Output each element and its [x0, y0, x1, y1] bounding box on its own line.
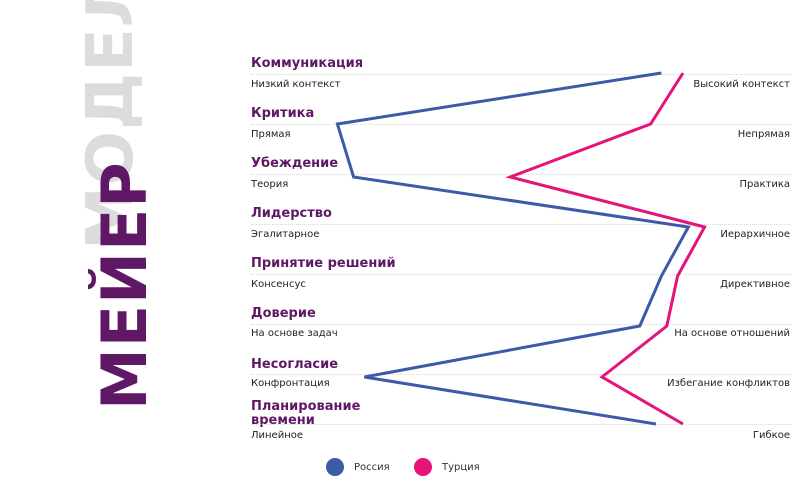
scale-left-label: Эгалитарное [251, 229, 320, 240]
scale-right-label: Директивное [720, 279, 790, 290]
category-title: Убеждение [251, 156, 339, 171]
scale-right-label: Избегание конфликтов [667, 378, 790, 389]
series-line-turkey [505, 72, 707, 426]
scale-left-label: Теория [251, 179, 289, 190]
row-divider [251, 324, 791, 325]
scale-right-label: Практика [739, 179, 790, 190]
row-divider [251, 374, 791, 375]
scale-right-label: Непрямая [737, 129, 790, 140]
scale-right-label: На основе отношений [674, 328, 790, 339]
scale-left-label: Низкий контекст [251, 79, 341, 90]
row-divider [251, 224, 791, 225]
scale-left-label: Конфронтация [251, 378, 330, 389]
scale-left-label: Прямая [251, 129, 291, 140]
row-divider [251, 74, 791, 75]
scale-right-label: Иерархичное [720, 229, 790, 240]
legend-item-turkey: Турция [414, 458, 480, 476]
scale-left-label: Линейное [251, 430, 304, 441]
category-title: Критика [251, 106, 315, 121]
category-title: Принятие решений [251, 256, 396, 271]
scale-left-label: Консенсус [251, 279, 306, 290]
category-title: Коммуникация [251, 56, 364, 71]
category-title: Доверие [251, 306, 316, 321]
legend-label-russia: Россия [354, 461, 390, 473]
scale-right-label: Высокий контекст [693, 79, 790, 90]
scale-right-label: Гибкое [752, 430, 790, 441]
legend-label-turkey: Турция [442, 461, 480, 473]
category-title: Лидерство [251, 206, 332, 221]
legend: Россия Турция [0, 458, 800, 482]
scale-left-label: На основе задач [251, 328, 338, 339]
legend-dot-turkey [414, 458, 432, 476]
category-title: Несогласие [251, 357, 339, 372]
row-divider [251, 124, 791, 125]
legend-dot-russia [326, 458, 344, 476]
legend-item-russia: Россия [326, 458, 390, 476]
row-divider [251, 274, 791, 275]
series-line-russia [335, 71, 691, 426]
row-divider [251, 424, 791, 425]
